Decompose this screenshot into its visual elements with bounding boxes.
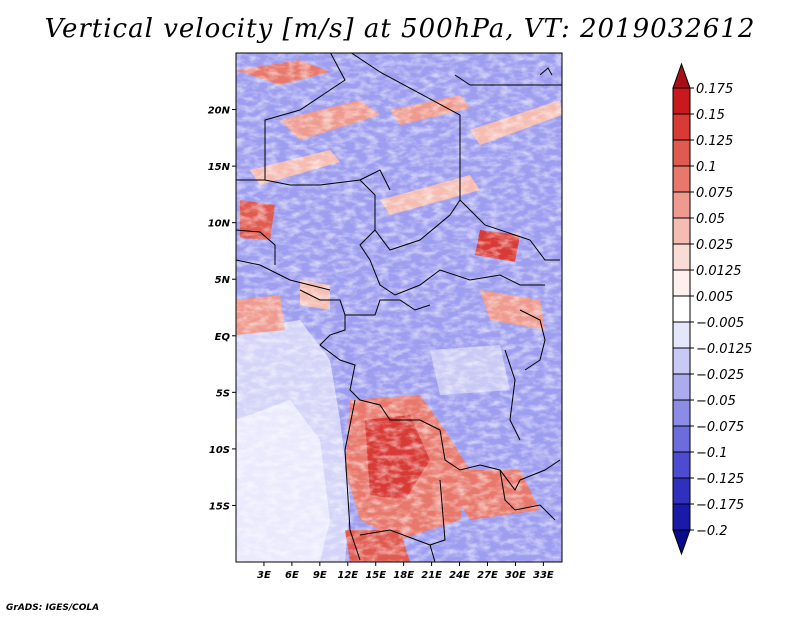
- colorbar-segment: [672, 503, 691, 531]
- colorbar-segment: [672, 243, 691, 271]
- colorbar-label: −0.2: [696, 524, 728, 539]
- lon-tick-label: 3E: [257, 570, 271, 581]
- lon-tick-label: 9E: [313, 570, 327, 581]
- colorbar-segment: [672, 113, 691, 141]
- colorbar-segment: [672, 217, 691, 245]
- colorbar-segment: [672, 399, 691, 427]
- colorbar-top-arrow: [672, 62, 691, 89]
- longitude-axis: 3E 6E 9E 12E 15E 18E 21E 24E 27E 30E 33E: [257, 562, 554, 581]
- colorbar-segment: [672, 321, 691, 349]
- lat-tick-label: 10S: [209, 445, 230, 456]
- lon-tick-label: 27E: [477, 570, 498, 581]
- lat-tick-label: 5N: [215, 275, 231, 286]
- colorbar-label: −0.025: [696, 368, 744, 383]
- lon-tick-label: 6E: [285, 570, 299, 581]
- colorbar-segment: [672, 191, 691, 219]
- colorbar-bottom-arrow: [672, 529, 691, 556]
- colorbar-label: 0.175: [696, 82, 733, 97]
- colorbar-segment: [672, 165, 691, 193]
- colorbar-label: 0.075: [696, 186, 733, 201]
- colorbar-segment: [672, 373, 691, 401]
- colorbar-segment: [672, 295, 691, 323]
- colorbar-label: 0.05: [696, 212, 725, 227]
- lon-tick-label: 24E: [449, 570, 470, 581]
- colorbar-label: −0.125: [696, 472, 744, 487]
- lat-tick-label: 5S: [216, 388, 230, 399]
- colorbar-label: −0.005: [696, 316, 744, 331]
- colorbar-label: 0.0125: [696, 264, 742, 279]
- colorbar-label: −0.05: [696, 394, 736, 409]
- colorbar-segment: [672, 139, 691, 167]
- lat-tick-label: 15S: [209, 501, 230, 512]
- colorbar-label: 0.15: [696, 108, 725, 123]
- lat-tick-label: EQ: [215, 332, 231, 343]
- credit-text: GrADS: IGES/COLA: [6, 603, 100, 613]
- lon-tick-label: 21E: [421, 570, 442, 581]
- colorbar-label: −0.1: [696, 446, 728, 461]
- lon-tick-label: 30E: [505, 570, 526, 581]
- colorbar-segment: [672, 425, 691, 453]
- colorbar-label: −0.0125: [696, 342, 752, 357]
- lat-tick-label: 10N: [208, 219, 231, 230]
- latitude-axis: 20N 15N 10N 5N EQ 5S 10S 15S: [208, 106, 236, 512]
- map-title: Vertical velocity [m/s] at 500hPa, VT: 2…: [44, 14, 756, 44]
- lat-tick-label: 20N: [208, 106, 231, 117]
- colorbar-label: 0.005: [696, 290, 733, 305]
- velocity-field: [236, 53, 562, 562]
- colorbar-segment: [672, 347, 691, 375]
- colorbar-segment: [672, 451, 691, 479]
- lon-tick-label: 18E: [393, 570, 414, 581]
- colorbar-segment: [672, 477, 691, 505]
- lon-tick-label: 33E: [533, 570, 554, 581]
- colorbar: 0.175 0.15 0.125 0.1 0.075 0.05 0.025 0.0125 0.0…: [672, 62, 752, 556]
- colorbar-label: 0.025: [696, 238, 733, 253]
- colorbar-label: −0.175: [696, 498, 744, 513]
- plot-frame: [235, 52, 563, 563]
- lat-tick-label: 15N: [208, 162, 231, 173]
- colorbar-segment: [672, 87, 691, 115]
- colorbar-label: 0.1: [696, 160, 717, 175]
- lon-tick-label: 12E: [337, 570, 358, 581]
- country-borders: [236, 53, 562, 562]
- colorbar-segment: [672, 269, 691, 297]
- colorbar-label: 0.125: [696, 134, 733, 149]
- colorbar-label: −0.075: [696, 420, 744, 435]
- lon-tick-label: 15E: [365, 570, 386, 581]
